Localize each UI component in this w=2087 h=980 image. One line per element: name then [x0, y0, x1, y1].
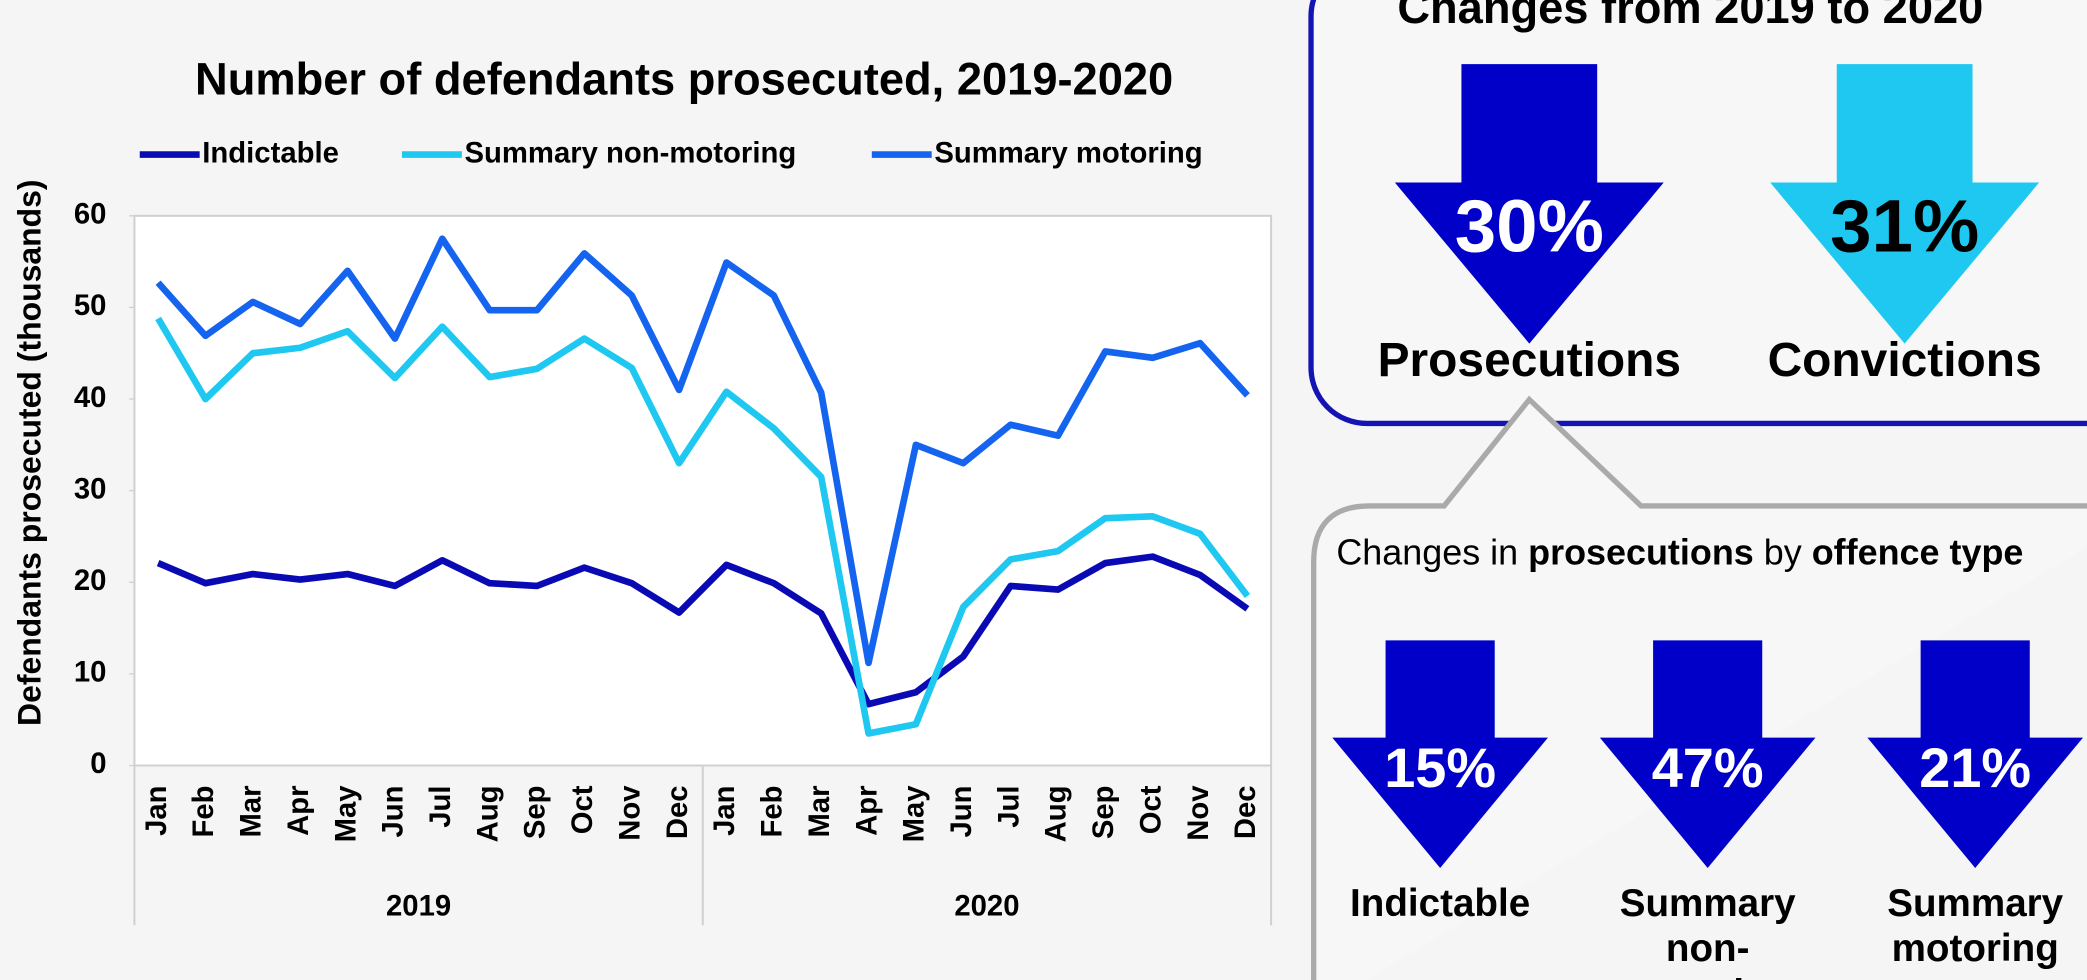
x-tick-label: Jul — [424, 785, 457, 827]
type-name: Summary motoring — [1887, 882, 2064, 971]
x-tick-label: Sep — [1087, 785, 1120, 839]
x-tick-label: Oct — [1134, 785, 1167, 834]
type-arrow — [1599, 640, 1816, 869]
change-label: 31% — [1830, 184, 1979, 267]
chart-title: Number of defendants prosecuted, 2019-20… — [195, 54, 1173, 105]
x-tick-label: Nov — [1182, 785, 1215, 841]
type-name: Indictable — [1350, 882, 1531, 926]
x-tick-label: Jun — [377, 785, 410, 837]
change-arrow — [1394, 64, 1664, 344]
heading-part: Changes in — [1336, 532, 1529, 573]
x-tick-label: Aug — [1040, 785, 1073, 842]
panel-title: Changes from 2019 to 2020 — [1397, 0, 1983, 33]
type-name-box: Summary motoring — [1887, 882, 2064, 971]
type-change-label: 47% — [1652, 736, 1764, 799]
x-tick-label: Mar — [803, 785, 836, 837]
plot-area — [133, 214, 1273, 767]
change-label: 30% — [1455, 184, 1604, 267]
y-axis-label: Defendants prosecuted (thousands) — [11, 179, 47, 726]
type-arrow — [1867, 640, 2084, 869]
type-arrow — [1332, 640, 1548, 869]
x-tick-label: Jan — [140, 785, 173, 835]
heading-part: by — [1753, 532, 1812, 573]
x-tick-label: Jun — [945, 785, 978, 837]
x-tick-label: Dec — [661, 785, 694, 839]
y-tick-label: 0 — [90, 747, 106, 780]
group-label: 2020 — [954, 890, 1019, 923]
change-arrow — [1770, 64, 2040, 344]
legend-label: Summary motoring — [934, 136, 1202, 169]
y-tick-label: 60 — [74, 198, 107, 231]
x-tick-label: Apr — [282, 785, 315, 835]
change-name: Convictions — [1768, 334, 2042, 387]
x-tick-label: Sep — [519, 785, 552, 839]
y-tick-label: 10 — [74, 656, 107, 689]
by-type-heading: Changes in prosecutions by offence type — [1336, 527, 2076, 578]
type-change-label: 15% — [1384, 736, 1496, 799]
group-label: 2019 — [386, 890, 451, 923]
y-tick-label: 20 — [74, 564, 107, 597]
change-name: Prosecutions — [1378, 334, 1681, 387]
series-line — [155, 235, 1250, 667]
x-tick-label: Aug — [471, 785, 504, 842]
x-tick-label: May — [329, 785, 362, 843]
type-name-box: Indictable — [1350, 882, 1531, 926]
heading-part: prosecutions — [1528, 532, 1754, 573]
legend-label: Indictable — [202, 136, 339, 169]
x-tick-label: May — [898, 785, 931, 843]
series-line — [155, 316, 1251, 737]
x-tick-label: Feb — [756, 785, 789, 837]
x-tick-label: Jan — [708, 785, 741, 835]
y-tick-label: 30 — [74, 472, 107, 505]
type-name-box: Summary non-motoring — [1619, 882, 1796, 980]
y-tick-label: 40 — [74, 381, 107, 414]
x-tick-label: Oct — [566, 785, 599, 834]
legend-label: Summary non-motoring — [465, 136, 797, 169]
heading-box: Changes in prosecutions by offence type — [1336, 527, 2076, 578]
series-line — [156, 553, 1250, 708]
type-name: Summary non-motoring — [1619, 882, 1796, 980]
heading-part: offence type — [1811, 532, 2024, 573]
type-change-label: 21% — [1919, 736, 2031, 799]
x-tick-label: Jul — [992, 785, 1025, 827]
x-tick-label: Apr — [850, 785, 883, 835]
x-tick-label: Mar — [235, 785, 268, 837]
y-tick-label: 50 — [74, 289, 107, 322]
x-tick-label: Feb — [187, 785, 220, 837]
x-tick-label: Dec — [1229, 785, 1262, 839]
x-tick-label: Nov — [613, 785, 646, 841]
